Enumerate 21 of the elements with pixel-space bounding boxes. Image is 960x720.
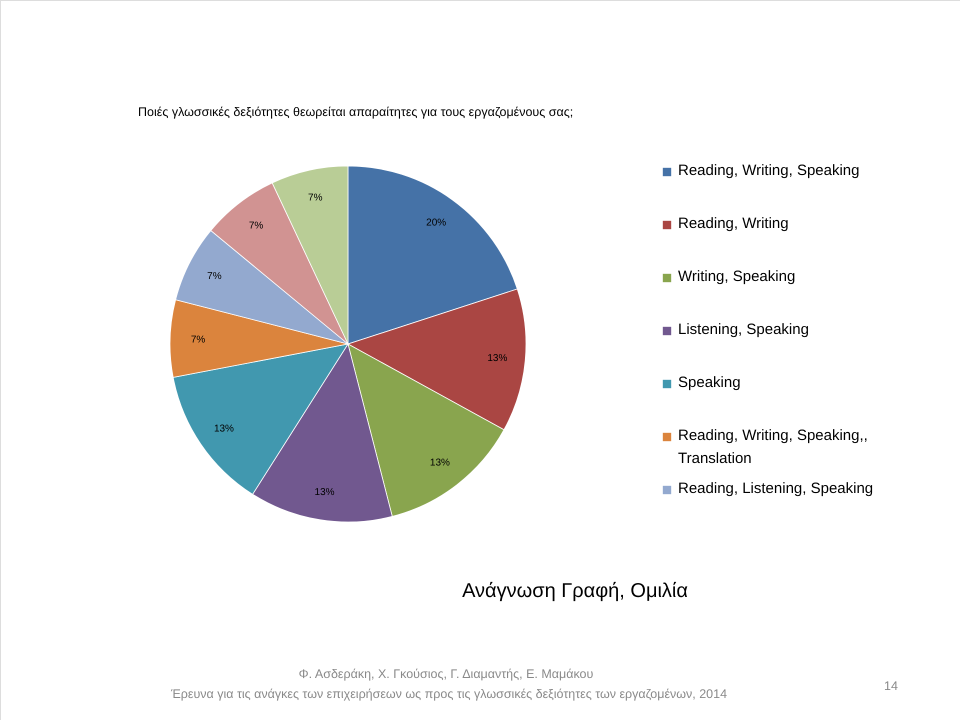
data-label: 7%: [308, 192, 323, 204]
legend-label: Reading, Writing, Speaking,, Translation: [678, 427, 868, 467]
data-label: 7%: [248, 220, 264, 232]
legend-label: Reading, Listening, Speaking: [678, 480, 874, 497]
data-label: 7%: [207, 270, 222, 282]
legend-label: Reading, Writing, Speaking: [678, 162, 860, 179]
text: Φ. Ασδεράκη, Χ. Γκούσιος, Γ. Διαμαντής, Ε. Μαμάκου: [298, 667, 594, 681]
data-label: 13%: [214, 423, 234, 434]
text: Ανάγνωση Γραφή, Ομιλία: [462, 580, 688, 602]
data-label: 20%: [426, 218, 446, 229]
data-label: 7%: [190, 334, 206, 346]
data-label: 13%: [487, 353, 508, 364]
legend-label: Speaking: [678, 374, 741, 391]
data-label: 13%: [430, 458, 450, 469]
legend-label: Writing, Speaking: [678, 268, 796, 285]
legend-label: Listening, Speaking: [678, 321, 809, 338]
text: 14: [884, 679, 898, 693]
chart-title: Ποιές γλωσσικές δεξιότητες θεωρείται απαραίτητες για τους εργαζομένους σας;: [138, 105, 574, 119]
legend-label: Reading, Writing: [678, 215, 789, 232]
data-label: 13%: [314, 487, 335, 498]
text: Έρευνα για τις ανάγκες των επιχειρήσεων ως προς τις γλωσσικές δεξιότητες των εργαζομένων, 2014: [170, 687, 728, 701]
